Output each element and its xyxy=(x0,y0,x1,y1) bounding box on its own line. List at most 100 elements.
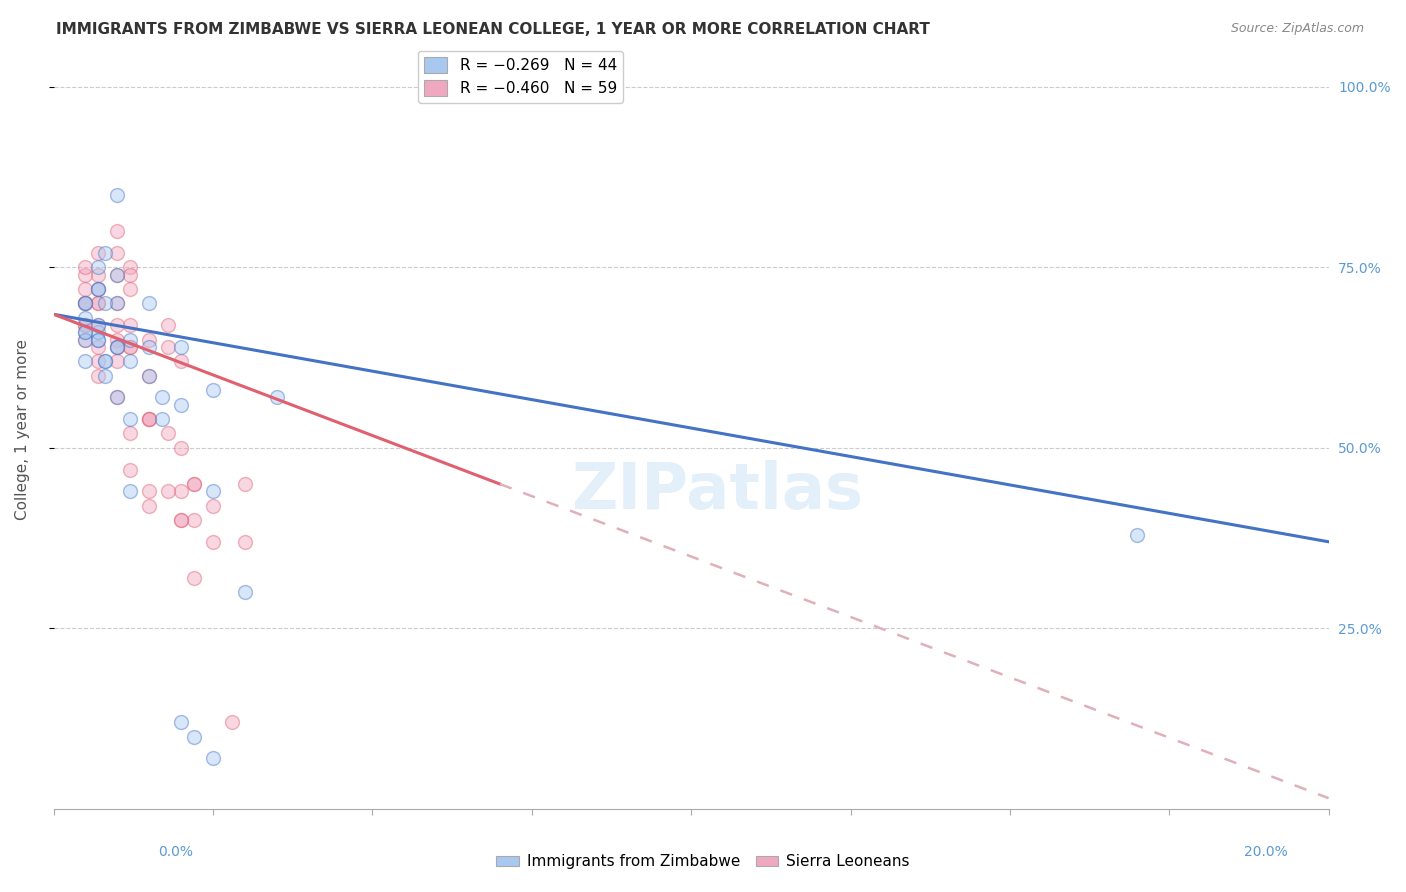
Point xyxy=(150,412,173,426)
Point xyxy=(157,484,180,499)
Point xyxy=(233,477,256,491)
Point xyxy=(75,326,97,340)
Point xyxy=(138,368,160,383)
Point xyxy=(87,318,110,332)
Y-axis label: College, 1 year or more: College, 1 year or more xyxy=(15,339,30,520)
Point xyxy=(183,730,205,744)
Point xyxy=(75,296,97,310)
Point xyxy=(75,354,97,368)
Point xyxy=(120,354,142,368)
Point xyxy=(201,383,224,397)
Point xyxy=(87,296,110,310)
Point xyxy=(87,282,110,296)
Point xyxy=(138,412,160,426)
Point xyxy=(87,296,110,310)
Point xyxy=(105,340,128,354)
Point xyxy=(105,268,128,282)
Point xyxy=(87,333,110,347)
Point xyxy=(87,326,110,340)
Point xyxy=(87,282,110,296)
Point xyxy=(105,340,128,354)
Point xyxy=(1126,527,1149,541)
Point xyxy=(105,268,128,282)
Point xyxy=(93,368,115,383)
Point xyxy=(170,513,193,527)
Point xyxy=(75,333,97,347)
Point xyxy=(105,296,128,310)
Point xyxy=(105,340,128,354)
Point xyxy=(138,333,160,347)
Point xyxy=(120,462,142,476)
Point xyxy=(157,318,180,332)
Point xyxy=(93,354,115,368)
Point xyxy=(170,398,193,412)
Point xyxy=(138,412,160,426)
Point xyxy=(105,246,128,260)
Point xyxy=(93,296,115,310)
Point xyxy=(233,534,256,549)
Point xyxy=(87,246,110,260)
Point xyxy=(93,354,115,368)
Point xyxy=(75,296,97,310)
Point xyxy=(170,441,193,455)
Point xyxy=(105,224,128,238)
Point xyxy=(221,715,243,730)
Point xyxy=(138,340,160,354)
Point xyxy=(120,318,142,332)
Point xyxy=(120,426,142,441)
Point xyxy=(75,260,97,275)
Point xyxy=(75,282,97,296)
Point xyxy=(170,354,193,368)
Point xyxy=(75,318,97,332)
Point xyxy=(170,484,193,499)
Point xyxy=(87,340,110,354)
Point xyxy=(201,534,224,549)
Point xyxy=(105,296,128,310)
Point xyxy=(87,260,110,275)
Point xyxy=(87,354,110,368)
Point xyxy=(233,585,256,599)
Point xyxy=(183,513,205,527)
Point xyxy=(120,268,142,282)
Point xyxy=(138,412,160,426)
Point xyxy=(105,354,128,368)
Point xyxy=(150,390,173,404)
Point xyxy=(105,333,128,347)
Point xyxy=(183,477,205,491)
Point xyxy=(93,246,115,260)
Point xyxy=(75,296,97,310)
Text: ZIPatlas: ZIPatlas xyxy=(571,459,863,522)
Point xyxy=(75,310,97,325)
Point xyxy=(120,282,142,296)
Point xyxy=(138,368,160,383)
Text: Source: ZipAtlas.com: Source: ZipAtlas.com xyxy=(1230,22,1364,36)
Point xyxy=(75,268,97,282)
Point xyxy=(75,318,97,332)
Legend: Immigrants from Zimbabwe, Sierra Leoneans: Immigrants from Zimbabwe, Sierra Leonean… xyxy=(491,848,915,875)
Point xyxy=(87,368,110,383)
Text: 20.0%: 20.0% xyxy=(1243,845,1288,859)
Point xyxy=(170,340,193,354)
Point xyxy=(183,477,205,491)
Point xyxy=(87,268,110,282)
Point xyxy=(201,751,224,765)
Legend: R = −0.269   N = 44, R = −0.460   N = 59: R = −0.269 N = 44, R = −0.460 N = 59 xyxy=(418,51,623,103)
Point xyxy=(120,260,142,275)
Point xyxy=(201,484,224,499)
Point xyxy=(105,188,128,202)
Point xyxy=(105,390,128,404)
Point xyxy=(170,513,193,527)
Point xyxy=(87,318,110,332)
Point xyxy=(157,426,180,441)
Point xyxy=(266,390,288,404)
Point xyxy=(138,499,160,513)
Point xyxy=(75,296,97,310)
Point xyxy=(75,333,97,347)
Point xyxy=(138,296,160,310)
Point xyxy=(105,390,128,404)
Point xyxy=(138,484,160,499)
Point xyxy=(120,340,142,354)
Point xyxy=(120,340,142,354)
Point xyxy=(87,333,110,347)
Point xyxy=(120,333,142,347)
